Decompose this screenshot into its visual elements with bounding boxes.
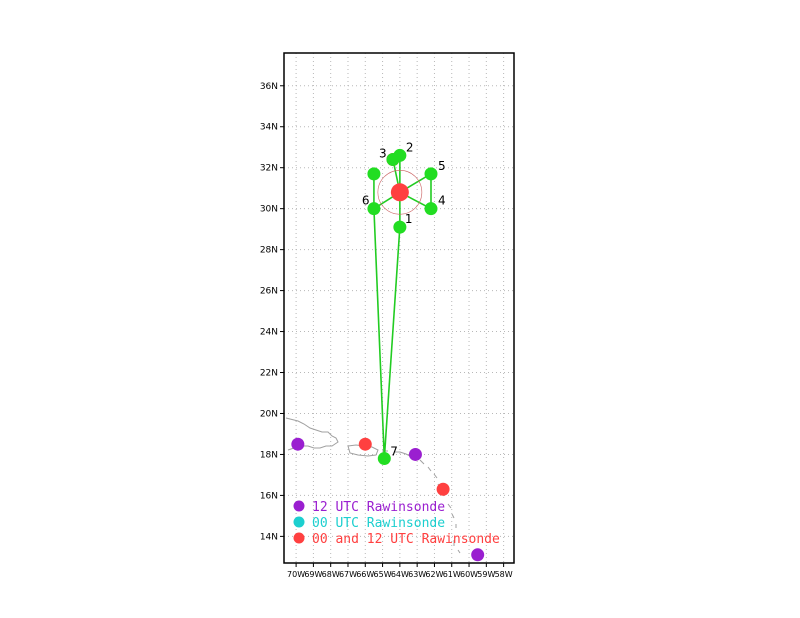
track-point-label: 3 — [379, 147, 387, 161]
lon-tick-label: 65W — [374, 570, 392, 579]
track-point-label: 5 — [438, 159, 446, 173]
legend-swatch — [293, 516, 305, 528]
hispaniola-coast — [285, 417, 339, 451]
station-marker — [408, 447, 422, 461]
station-marker — [291, 437, 305, 451]
legend-label: 00 and 12 UTC Rawinsonde — [312, 532, 500, 547]
track-segment — [373, 208, 386, 459]
lat-tick-label: 14N — [260, 532, 278, 542]
track-point-label: 1 — [405, 212, 413, 226]
track-points — [367, 148, 438, 466]
track-point-label: 7 — [390, 445, 398, 459]
lat-tick-label: 28N — [260, 246, 278, 256]
legend-swatch — [293, 500, 305, 512]
lat-tick-label: 24N — [260, 328, 278, 338]
lat-tick-label: 22N — [260, 369, 278, 379]
storm-center-marker — [390, 183, 409, 202]
track-point-label: 6 — [362, 194, 370, 208]
track-point — [386, 153, 400, 167]
track-point — [377, 452, 391, 466]
track-segment — [383, 227, 401, 459]
map-frame — [283, 52, 515, 564]
lon-tick-label: 58W — [495, 570, 513, 579]
lon-tick-label: 63W — [408, 570, 426, 579]
legend-label: 00 UTC Rawinsonde — [312, 516, 445, 531]
lat-tick-label: 16N — [260, 491, 278, 501]
track-point — [393, 220, 407, 234]
track-point — [424, 167, 438, 181]
gridlines — [284, 53, 514, 563]
longitude-ticks: 70W 69W 68W 67W 66W 65W 64W 63W 62W 61W 60W 59W 58W — [287, 563, 513, 579]
track-point — [367, 202, 381, 216]
legend-label: 12 UTC Rawinsonde — [312, 500, 445, 515]
lon-tick-label: 62W — [425, 570, 443, 579]
lon-tick-label: 60W — [460, 570, 478, 579]
lat-tick-label: 20N — [260, 409, 278, 419]
track-point — [367, 167, 381, 181]
lon-tick-label: 68W — [322, 570, 340, 579]
center-ring — [377, 169, 423, 215]
lat-tick-label: 36N — [260, 82, 278, 92]
lon-tick-label: 67W — [339, 570, 357, 579]
track-point-labels: 1 2 3 4 5 6 7 — [362, 140, 446, 458]
lon-tick-label: 64W — [391, 570, 409, 579]
lon-tick-label: 70W — [287, 570, 305, 579]
station-marker — [358, 437, 372, 451]
lat-tick-label: 18N — [260, 450, 278, 460]
latitude-ticks: 36N 34N 32N 30N 28N 26N 24N 22N 20N 18N 16N 14N — [260, 82, 284, 542]
station-marker — [471, 548, 485, 562]
track-point-label: 2 — [406, 140, 414, 154]
lon-tick-label: 61W — [443, 570, 461, 579]
track-point-label: 4 — [438, 194, 446, 208]
station-marker — [436, 482, 450, 496]
lat-tick-label: 30N — [260, 205, 278, 215]
lat-tick-label: 32N — [260, 164, 278, 174]
lon-tick-label: 66W — [356, 570, 374, 579]
legend-swatch — [293, 532, 305, 544]
track-point — [424, 202, 438, 216]
lat-tick-label: 26N — [260, 287, 278, 297]
lon-tick-label: 69W — [304, 570, 322, 579]
lon-tick-label: 59W — [477, 570, 495, 579]
lat-tick-label: 34N — [260, 123, 278, 133]
